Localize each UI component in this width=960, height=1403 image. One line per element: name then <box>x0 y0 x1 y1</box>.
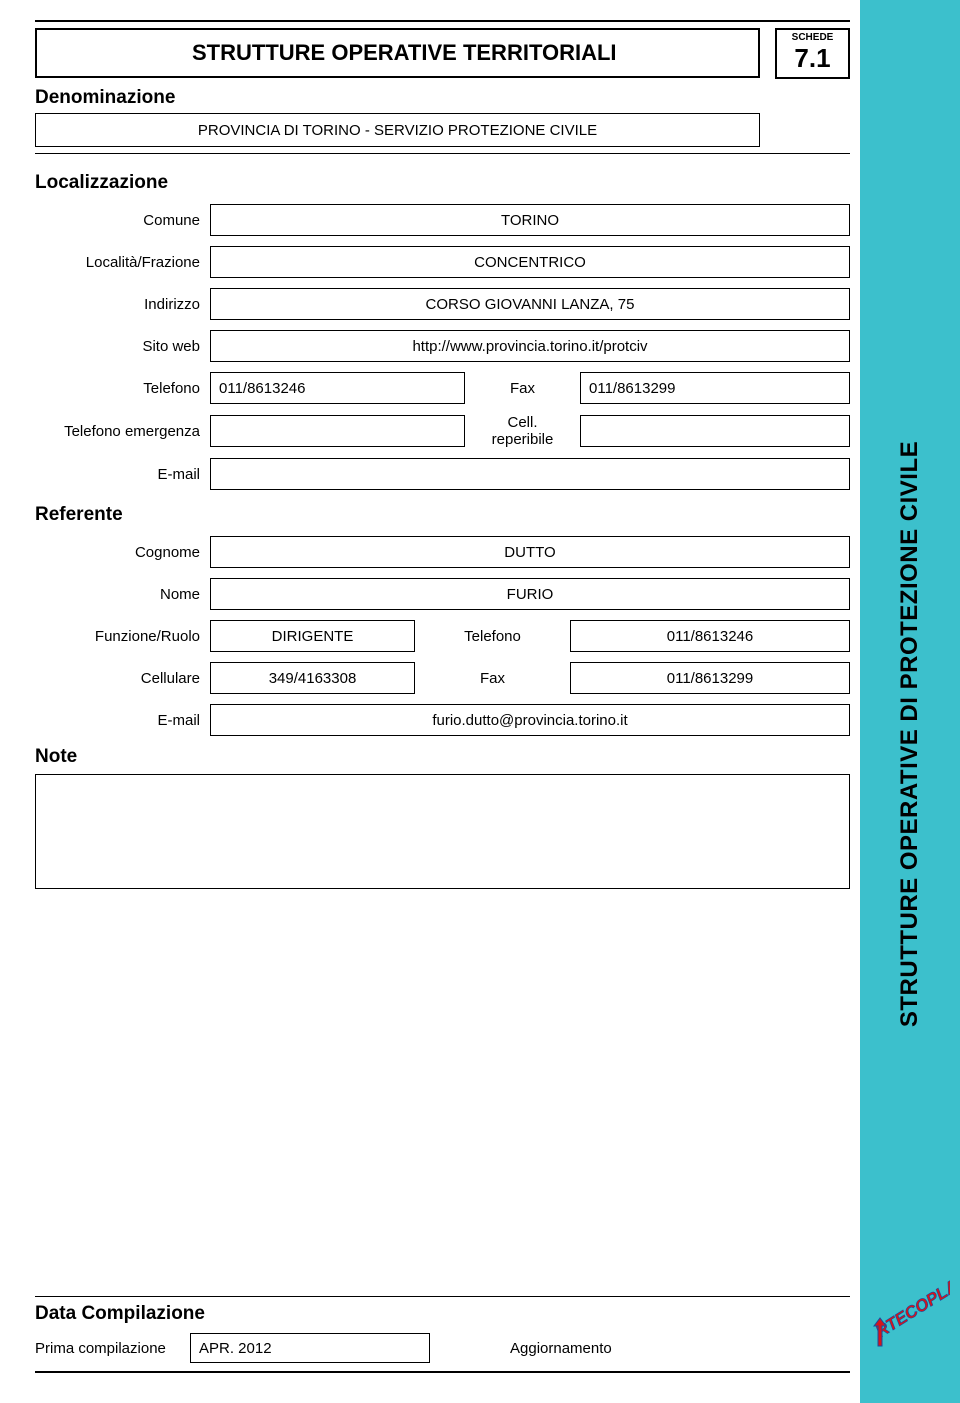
section-referente: Referente <box>35 504 850 526</box>
value-nome: FURIO <box>210 578 850 610</box>
label-email-loc: E-mail <box>35 466 210 483</box>
title-row: STRUTTURE OPERATIVE TERRITORIALI SCHEDE … <box>35 28 850 79</box>
row-indirizzo: Indirizzo CORSO GIOVANNI LANZA, 75 <box>35 288 850 320</box>
footer: Data Compilazione Prima compilazione APR… <box>35 1296 850 1373</box>
page-title-box: STRUTTURE OPERATIVE TERRITORIALI <box>35 28 760 78</box>
value-comune: TORINO <box>210 204 850 236</box>
label-tel-emergenza: Telefono emergenza <box>35 423 210 440</box>
value-fax: 011/8613299 <box>580 372 850 404</box>
value-ref-fax: 011/8613299 <box>570 662 850 694</box>
value-tel-emergenza <box>210 415 465 447</box>
denominazione-value: PROVINCIA DI TORINO - SERVIZIO PROTEZION… <box>35 113 760 147</box>
value-email-loc <box>210 458 850 490</box>
value-cell-reperibile <box>580 415 850 447</box>
section-data-compilazione: Data Compilazione <box>35 1303 850 1325</box>
value-funzione: DIRIGENTE <box>210 620 415 652</box>
label-nome: Nome <box>35 586 210 603</box>
label-fax: Fax <box>465 380 580 397</box>
page-title: STRUTTURE OPERATIVE TERRITORIALI <box>192 40 617 66</box>
value-ref-telefono: 011/8613246 <box>570 620 850 652</box>
row-tel-emergenza: Telefono emergenza Cell. reperibile <box>35 414 850 448</box>
row-sitoweb: Sito web http://www.provincia.torino.it/… <box>35 330 850 362</box>
section-note: Note <box>35 746 850 768</box>
value-telefono: 011/8613246 <box>210 372 465 404</box>
rule-1 <box>35 153 850 154</box>
content-area: STRUTTURE OPERATIVE TERRITORIALI SCHEDE … <box>35 20 850 889</box>
rule-footer-top <box>35 1296 850 1297</box>
label-prima-comp: Prima compilazione <box>35 1340 190 1357</box>
row-ref-email: E-mail furio.dutto@provincia.torino.it <box>35 704 850 736</box>
label-ref-fax: Fax <box>415 670 570 687</box>
value-ref-email: furio.dutto@provincia.torino.it <box>210 704 850 736</box>
label-cognome: Cognome <box>35 544 210 561</box>
row-email-loc: E-mail <box>35 458 850 490</box>
label-cellulare: Cellulare <box>35 670 210 687</box>
value-cognome: DUTTO <box>210 536 850 568</box>
row-telefono: Telefono 011/8613246 Fax 011/8613299 <box>35 372 850 404</box>
note-box <box>35 774 850 889</box>
schede-box: SCHEDE 7.1 <box>775 28 850 79</box>
schede-number: 7.1 <box>777 45 848 71</box>
value-cellulare: 349/4163308 <box>210 662 415 694</box>
rule-footer-bottom <box>35 1371 850 1373</box>
label-aggiornamento: Aggiornamento <box>510 1340 612 1357</box>
value-prima-comp: APR. 2012 <box>190 1333 430 1363</box>
logo: RTECOPLAN <box>870 1278 950 1363</box>
schede-label: SCHEDE <box>777 33 848 43</box>
value-sitoweb: http://www.provincia.torino.it/protciv <box>210 330 850 362</box>
side-band-text: STRUTTURE OPERATIVE DI PROTEZIONE CIVILE <box>896 441 924 1027</box>
side-band: STRUTTURE OPERATIVE DI PROTEZIONE CIVILE… <box>860 0 960 1403</box>
section-denominazione: Denominazione <box>35 87 850 109</box>
value-indirizzo: CORSO GIOVANNI LANZA, 75 <box>210 288 850 320</box>
section-localizzazione: Localizzazione <box>35 172 850 194</box>
row-cognome: Cognome DUTTO <box>35 536 850 568</box>
row-nome: Nome FURIO <box>35 578 850 610</box>
row-comune: Comune TORINO <box>35 204 850 236</box>
label-funzione: Funzione/Ruolo <box>35 628 210 645</box>
label-ref-telefono: Telefono <box>415 628 570 645</box>
value-localita: CONCENTRICO <box>210 246 850 278</box>
label-comune: Comune <box>35 212 210 229</box>
row-footer: Prima compilazione APR. 2012 Aggiornamen… <box>35 1333 850 1363</box>
label-ref-email: E-mail <box>35 712 210 729</box>
row-localita: Località/Frazione CONCENTRICO <box>35 246 850 278</box>
row-funzione: Funzione/Ruolo DIRIGENTE Telefono 011/86… <box>35 620 850 652</box>
page: STRUTTURE OPERATIVE DI PROTEZIONE CIVILE… <box>0 0 960 1403</box>
label-cell-reperibile: Cell. reperibile <box>465 414 580 448</box>
label-sitoweb: Sito web <box>35 338 210 355</box>
label-telefono: Telefono <box>35 380 210 397</box>
row-cellulare: Cellulare 349/4163308 Fax 011/8613299 <box>35 662 850 694</box>
svg-text:RTECOPLAN: RTECOPLAN <box>872 1278 950 1341</box>
label-localita: Località/Frazione <box>35 254 210 271</box>
label-indirizzo: Indirizzo <box>35 296 210 313</box>
